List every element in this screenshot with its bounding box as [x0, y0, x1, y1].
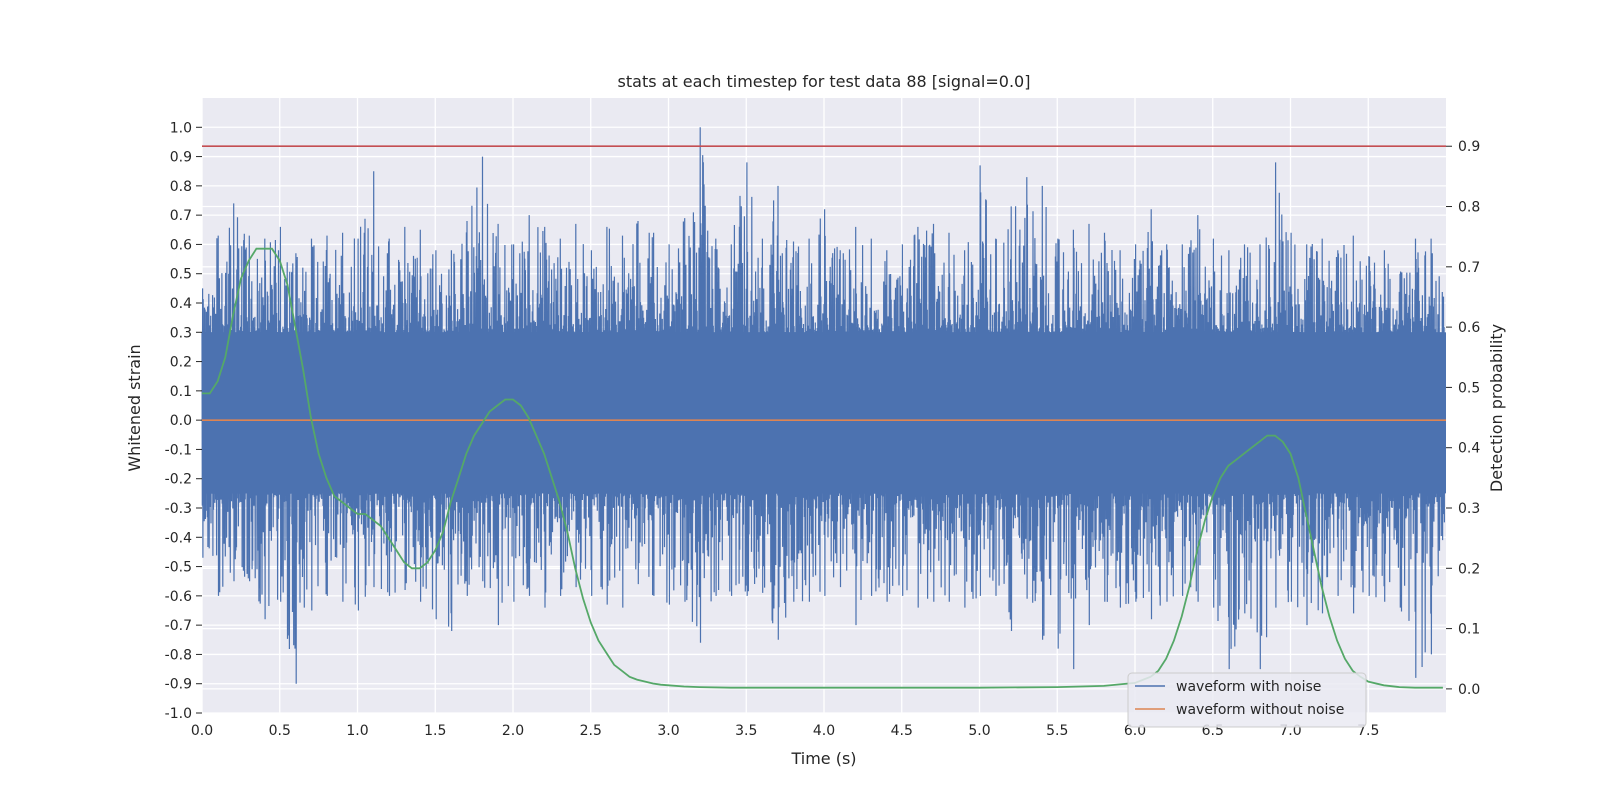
y2-tick-label: 0.9 — [1458, 139, 1480, 155]
y-tick-label: 0.4 — [170, 296, 192, 312]
y-tick-label: 0.2 — [170, 355, 192, 371]
x-tick-label: 0.5 — [269, 723, 291, 739]
legend: waveform with noise waveform without noi… — [1127, 672, 1367, 728]
detection-probability-series — [202, 247, 1443, 689]
x-tick-label: 4.5 — [891, 723, 913, 739]
y-tick-label: 0.0 — [170, 413, 192, 429]
x-tick-label: 3.5 — [735, 723, 757, 739]
y2-axis-ticks: 0.0 0.1 0.2 0.3 0.4 0.5 0.6 0.7 0.8 0.9 — [1446, 139, 1480, 698]
y-tick-label: -0.4 — [165, 530, 192, 546]
x-tick-label: 0.0 — [191, 723, 213, 739]
y-tick-label: -0.6 — [165, 589, 192, 605]
y2-tick-label: 0.8 — [1458, 200, 1480, 216]
y2-tick-label: 0.3 — [1458, 501, 1480, 517]
x-tick-label: 5.0 — [968, 723, 990, 739]
y-tick-label: -0.9 — [165, 677, 192, 693]
y-tick-label: 0.8 — [170, 179, 192, 195]
y-tick-label: -0.7 — [165, 618, 192, 634]
y-tick-label: -0.5 — [165, 560, 192, 576]
y-tick-label: 0.9 — [170, 150, 192, 166]
y2-tick-label: 0.7 — [1458, 260, 1480, 276]
x-axis-label: Time (s) — [790, 749, 856, 768]
detection-probability-line — [202, 247, 1443, 689]
legend-label-clean: waveform without noise — [1176, 702, 1344, 718]
legend-label-noise: waveform with noise — [1176, 679, 1321, 695]
y2-tick-label: 0.4 — [1458, 441, 1480, 457]
y-tick-label: -0.2 — [165, 472, 192, 488]
y2-axis-label: Detection probability — [1487, 324, 1506, 492]
legend-box — [1127, 672, 1367, 728]
y2-tick-label: 0.6 — [1458, 320, 1480, 336]
y-tick-label: 0.3 — [170, 325, 192, 341]
y2-tick-label: 0.2 — [1458, 561, 1480, 577]
x-axis-ticks: 0.0 0.5 1.0 1.5 2.0 2.5 3.0 3.5 4.0 4.5 5.0 5.5 6.0 6… — [191, 723, 1380, 739]
x-tick-label: 1.5 — [424, 723, 446, 739]
y-tick-label: 0.6 — [170, 237, 192, 253]
y-tick-label: 0.7 — [170, 208, 192, 224]
y-tick-label: -1.0 — [165, 706, 192, 722]
y2-tick-label: 0.0 — [1458, 682, 1480, 698]
x-tick-label: 4.0 — [813, 723, 835, 739]
y-tick-label: 0.1 — [170, 384, 192, 400]
y-axis-ticks: -1.0 -0.9 -0.8 -0.7 -0.6 -0.5 -0.4 -0.3 -0.2 -0.1… — [165, 120, 202, 722]
y-tick-label: -0.1 — [165, 442, 192, 458]
x-tick-label: 1.0 — [346, 723, 368, 739]
noise-waveform-core-band — [202, 332, 1446, 494]
y-tick-label: 1.0 — [170, 120, 192, 136]
y2-tick-label: 0.1 — [1458, 622, 1480, 638]
y-tick-label: -0.8 — [165, 647, 192, 663]
y2-tick-label: 0.5 — [1458, 380, 1480, 396]
y-tick-label: -0.3 — [165, 501, 192, 517]
y-tick-label: 0.5 — [170, 267, 192, 283]
y-axis-label: Whitened strain — [125, 344, 144, 471]
x-tick-label: 2.5 — [580, 723, 602, 739]
waveform-with-noise-series — [201, 127, 1446, 684]
x-tick-label: 5.5 — [1046, 723, 1068, 739]
x-tick-label: 3.0 — [657, 723, 679, 739]
x-tick-label: 2.0 — [502, 723, 524, 739]
chart-title: stats at each timestep for test data 88 … — [618, 72, 1031, 91]
